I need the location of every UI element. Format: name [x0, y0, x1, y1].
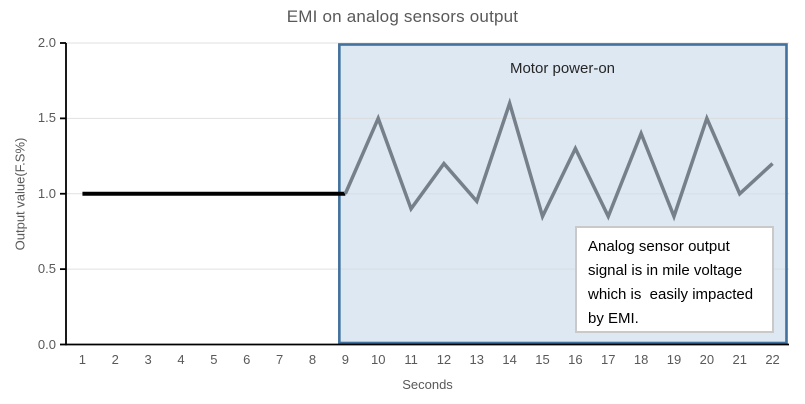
annotation-text-box: Analog sensor output signal is in mile vo…: [575, 226, 774, 333]
x-tick-label: 5: [210, 352, 218, 367]
annotation-line: which is easily impacted: [588, 286, 754, 303]
annotation-line: by EMI.: [588, 310, 639, 327]
x-tick-label: 20: [699, 352, 715, 367]
annotation-line: signal is in mile voltage: [588, 262, 743, 279]
x-tick-label: 2: [111, 352, 119, 367]
annotation-line: Analog sensor output: [588, 238, 730, 255]
x-tick-label: 18: [633, 352, 649, 367]
x-tick-label: 4: [177, 352, 185, 367]
x-tick-label: 11: [404, 352, 418, 367]
y-tick-label: 1.0: [37, 185, 56, 201]
emi-noise-series-line: [343, 97, 774, 222]
x-tick-label: 22: [765, 352, 780, 367]
x-tick-label: 9: [341, 352, 349, 367]
x-tick-label: 16: [568, 352, 583, 367]
y-tick-label: 2.0: [37, 35, 56, 50]
x-tick-label: 8: [308, 352, 317, 367]
x-tick-label: 3: [144, 352, 152, 367]
y-tick-label: 0.0: [37, 336, 56, 352]
y-tick-label: 0.5: [37, 261, 56, 277]
x-tick-label: 1: [78, 352, 87, 367]
x-tick-label: 21: [732, 352, 747, 367]
x-tick-label: 6: [243, 352, 251, 367]
x-tick-label: 12: [436, 352, 452, 367]
x-tick-label: 15: [535, 352, 550, 367]
chart-title: EMI on analog sensors output: [286, 7, 519, 26]
x-axis-title: Seconds: [402, 377, 453, 392]
motor-power-on-label: Motor power-on: [509, 60, 616, 77]
x-tick-label: 10: [370, 352, 386, 367]
x-tick-label: 17: [601, 352, 616, 367]
x-tick-label: 13: [469, 352, 485, 367]
y-tick-label: 1.5: [37, 110, 56, 126]
x-tick-label: 19: [666, 352, 682, 367]
x-tick-label: 14: [502, 352, 517, 367]
x-tick-label: 7: [275, 352, 284, 367]
